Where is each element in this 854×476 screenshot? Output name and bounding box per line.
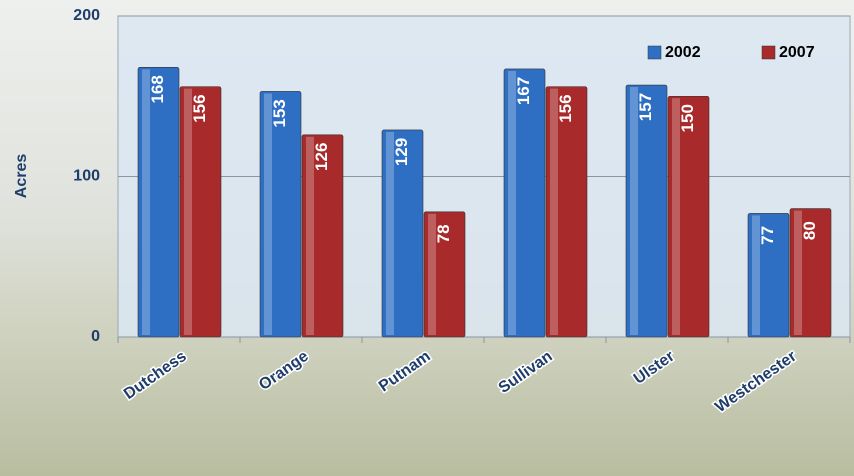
bar-shine — [306, 136, 314, 335]
bar-shine — [550, 88, 558, 336]
bar-shine — [264, 93, 272, 335]
data-label: 157 — [636, 93, 655, 121]
y-tick-label: 0 — [91, 328, 100, 345]
bar — [667, 95, 710, 338]
data-label: 153 — [270, 99, 289, 127]
bar — [747, 213, 790, 338]
y-tick-label: 200 — [73, 7, 100, 24]
y-tick-label: 100 — [73, 168, 100, 185]
bar-shine — [794, 210, 802, 335]
bar-shine — [142, 69, 150, 336]
bar — [137, 67, 180, 338]
data-label: 129 — [392, 138, 411, 166]
bar-shine — [386, 131, 394, 335]
bar — [259, 91, 302, 338]
legend-swatch — [761, 45, 776, 60]
data-label: 77 — [758, 226, 777, 245]
bar — [789, 208, 832, 338]
bar — [423, 211, 466, 338]
data-label: 150 — [678, 104, 697, 132]
bar-shine — [508, 70, 516, 335]
data-label: 78 — [434, 224, 453, 243]
data-label: 156 — [556, 94, 575, 122]
bar-shine — [184, 88, 192, 336]
bar — [179, 86, 222, 338]
data-label: 168 — [148, 75, 167, 103]
legend-label: 2007 — [779, 44, 815, 61]
data-label: 80 — [800, 221, 819, 240]
data-label: 167 — [514, 77, 533, 105]
bar-shine — [672, 98, 680, 335]
bar-shine — [752, 215, 760, 335]
bar — [503, 68, 546, 338]
bar — [545, 86, 588, 338]
bar — [625, 84, 668, 338]
legend-label: 2002 — [665, 44, 701, 61]
data-label: 126 — [312, 143, 331, 171]
bar — [301, 134, 344, 338]
bar-shine — [428, 213, 436, 335]
y-axis-label: Acres — [13, 154, 30, 199]
bar-shine — [630, 87, 638, 335]
legend-swatch — [647, 45, 662, 60]
data-label: 156 — [190, 94, 209, 122]
bar — [381, 129, 424, 338]
